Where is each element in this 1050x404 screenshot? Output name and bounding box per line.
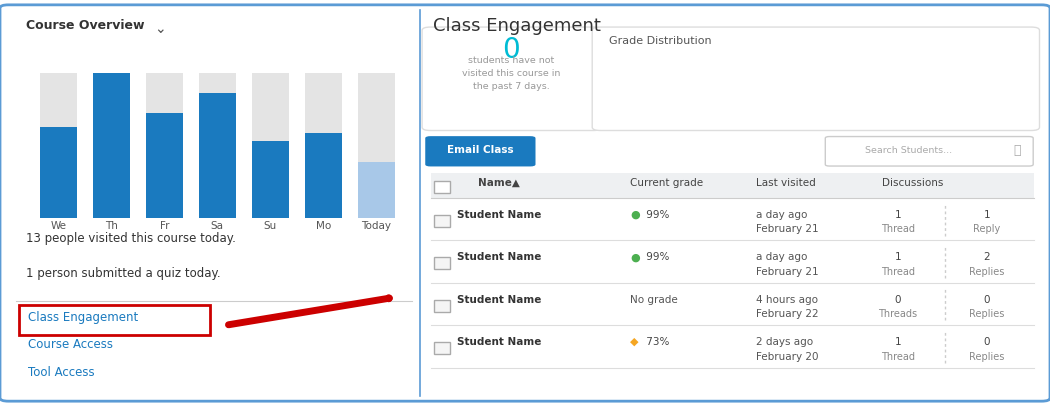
Text: 2: 2 xyxy=(984,252,990,262)
Bar xyxy=(93,73,130,218)
Text: students have not
visited this course in
the past 7 days.: students have not visited this course in… xyxy=(462,56,561,91)
Text: Thread: Thread xyxy=(881,224,915,234)
Text: 0: 0 xyxy=(895,295,901,305)
Text: Threads: Threads xyxy=(878,309,918,319)
Text: Course Overview: Course Overview xyxy=(26,19,145,32)
Text: February 22: February 22 xyxy=(756,309,819,319)
Bar xyxy=(965,58,998,121)
Text: 4 hours ago: 4 hours ago xyxy=(756,295,818,305)
Text: 2 days ago: 2 days ago xyxy=(756,337,813,347)
Text: ●: ● xyxy=(630,252,639,262)
Bar xyxy=(146,73,183,218)
Text: ⌄: ⌄ xyxy=(154,22,166,36)
Bar xyxy=(40,73,77,218)
Bar xyxy=(146,113,183,218)
Text: 0: 0 xyxy=(984,295,990,305)
Text: Replies: Replies xyxy=(969,267,1005,277)
Bar xyxy=(198,93,236,218)
Text: 73%: 73% xyxy=(643,337,669,347)
Text: Class Engagement: Class Engagement xyxy=(28,311,139,324)
Text: 13 people visited this course today.: 13 people visited this course today. xyxy=(26,232,236,245)
Text: 99%: 99% xyxy=(643,210,669,220)
Text: 1: 1 xyxy=(984,210,990,220)
Text: 0: 0 xyxy=(984,337,990,347)
Text: February 21: February 21 xyxy=(756,224,819,234)
Text: February 21: February 21 xyxy=(756,267,819,277)
Text: Last visited: Last visited xyxy=(756,178,816,188)
Bar xyxy=(358,162,395,218)
Text: Grade Distribution: Grade Distribution xyxy=(609,36,712,46)
Text: Email Class: Email Class xyxy=(446,145,513,155)
Text: Search Students...: Search Students... xyxy=(865,146,951,155)
Text: ◆: ◆ xyxy=(630,337,638,347)
Text: Replies: Replies xyxy=(969,351,1005,362)
Bar xyxy=(304,73,341,218)
Bar xyxy=(252,73,289,218)
Text: Tool Access: Tool Access xyxy=(28,366,94,379)
Bar xyxy=(252,141,289,218)
Text: Class Engagement: Class Engagement xyxy=(433,17,601,35)
Text: No grade: No grade xyxy=(630,295,677,305)
Text: Discussions: Discussions xyxy=(882,178,943,188)
Bar xyxy=(40,127,77,218)
Text: February 20: February 20 xyxy=(756,351,819,362)
Text: Student Name: Student Name xyxy=(457,337,541,347)
Text: Name▲: Name▲ xyxy=(478,178,520,188)
Text: Student Name: Student Name xyxy=(457,252,541,262)
Text: ⌕: ⌕ xyxy=(1013,144,1021,157)
Text: Course Access: Course Access xyxy=(28,338,113,351)
Bar xyxy=(358,73,395,218)
Text: 99%: 99% xyxy=(643,252,669,262)
Bar xyxy=(198,73,236,218)
Text: Replies: Replies xyxy=(969,309,1005,319)
Text: 1: 1 xyxy=(895,337,901,347)
Text: Current grade: Current grade xyxy=(630,178,704,188)
Text: Thread: Thread xyxy=(881,351,915,362)
Text: Student Name: Student Name xyxy=(457,210,541,220)
Text: Reply: Reply xyxy=(973,224,1001,234)
Text: 1 person submitted a quiz today.: 1 person submitted a quiz today. xyxy=(26,267,220,280)
Text: a day ago: a day ago xyxy=(756,252,807,262)
Bar xyxy=(93,73,130,218)
Bar xyxy=(886,88,918,121)
Text: 1: 1 xyxy=(895,252,901,262)
Text: Thread: Thread xyxy=(881,267,915,277)
Text: 1: 1 xyxy=(895,210,901,220)
Text: a day ago: a day ago xyxy=(756,210,807,220)
Bar xyxy=(304,133,341,218)
Text: 0: 0 xyxy=(503,36,520,64)
Text: ●: ● xyxy=(630,210,639,220)
Text: Student Name: Student Name xyxy=(457,295,541,305)
